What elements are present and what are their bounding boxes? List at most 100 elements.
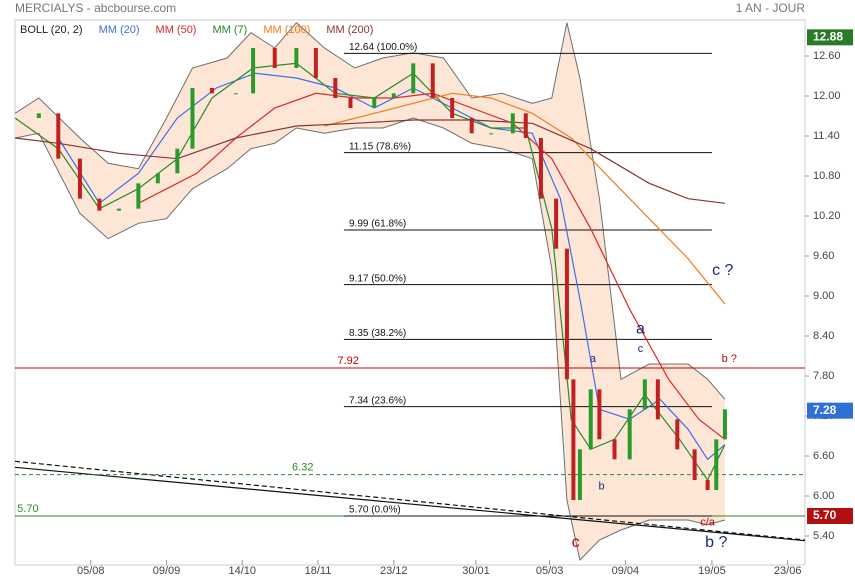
x-tick-label: 09/04 [612,565,640,577]
fib-label: 11.15 (78.6%) [349,141,411,152]
legend-item: MM (200) [326,24,373,36]
candle [155,173,160,184]
x-tick-label: 23/12 [380,565,408,577]
wave-label: a [636,321,645,338]
y-tick-label: 8.40 [813,330,834,342]
candle [571,379,576,500]
trendline [15,460,805,541]
candle [391,93,396,98]
candle [577,449,582,500]
bollinger-area [15,22,725,560]
candle [597,389,602,440]
candle [705,480,710,490]
candle [190,88,195,149]
x-tick-label: 23/06 [774,565,802,577]
bollinger-upper [15,21,726,400]
candle [469,118,474,134]
candle [523,113,528,138]
wave-label: b ? [705,534,727,551]
level-label: 7.92 [337,355,358,367]
candle [97,198,102,211]
legend-item: MM (20) [99,24,140,36]
x-tick-label: 18/11 [305,565,332,577]
candle [692,449,697,480]
ma-line [324,92,726,305]
candle [627,409,632,460]
fib-label: 9.17 (50.0%) [349,273,406,284]
candle [136,183,141,209]
x-tick-label: 14/10 [228,565,256,577]
wave-label: c/a [700,517,716,529]
y-tick-label: 12.00 [813,90,841,102]
y-tick-label: 9.00 [813,290,834,302]
candle [642,379,647,410]
candle [675,419,680,450]
ma-line [15,119,725,204]
legend-item: MM (50) [156,24,197,36]
candle [430,63,435,98]
y-tick-label: 6.60 [813,450,834,462]
candle [538,138,543,199]
candle [489,133,494,135]
price-tag-label: 12.88 [813,30,843,44]
legend-item: BOLL (20, 2) [20,24,83,36]
y-tick-label: 10.20 [813,210,841,222]
candle [411,63,416,94]
wave-label: b [598,481,604,493]
x-tick-label: 05/08 [77,565,105,577]
bollinger-lower [15,117,726,562]
candle [36,113,41,118]
y-tick-label: 12.60 [813,50,841,62]
y-tick-label: 7.80 [813,370,834,382]
wave-label: c [638,343,644,355]
chart-title: MERCIALYS - abcbourse.com [15,1,176,15]
candle [510,113,515,134]
candle [714,439,719,490]
price-tag-label: 7.28 [813,403,837,417]
candle [77,158,82,199]
x-tick-label: 19/05 [698,565,726,577]
period[interactable]: 1 AN - JOUR [736,1,806,15]
y-tick-label: 10.80 [813,170,841,182]
candle [116,208,121,211]
candle [209,88,214,94]
fib-label: 9.99 (61.8%) [349,219,406,230]
price-tag [807,29,853,46]
candle [333,78,338,98]
wave-label: a [590,353,597,365]
wave-label: b ? [722,353,737,365]
candle [564,248,569,380]
candle [15,118,17,119]
plot [15,21,805,562]
y-tick-label: 11.40 [813,130,840,142]
price-tag-label: 5.70 [813,508,837,522]
wave-label: c ? [712,262,733,279]
candle [655,379,660,420]
candle [56,113,61,159]
legend-item: MM (100) [263,24,310,36]
fib-label: 12.64 (100.0%) [349,42,417,53]
level-label: 6.32 [292,462,313,474]
x-tick-label: 30/01 [462,565,490,577]
y-tick-label: 9.60 [813,250,834,262]
x-tick-label: 09/09 [153,565,181,577]
candle [588,389,593,450]
candle [313,48,318,78]
wave-label: c [572,534,580,551]
candle [372,98,377,108]
candle [554,198,559,249]
candle [272,48,277,68]
fib-label: 7.34 (23.6%) [349,395,406,406]
price-tag [807,402,853,419]
candle [251,48,256,94]
candle [233,93,238,95]
legend-item: MM (7) [212,24,247,36]
y-tick-label: 5.40 [813,530,834,542]
x-tick-label: 05/03 [536,565,564,577]
candle [612,439,617,460]
candle [294,48,299,68]
trendline [15,466,805,542]
fib-label: 5.70 (0.0%) [349,505,401,516]
